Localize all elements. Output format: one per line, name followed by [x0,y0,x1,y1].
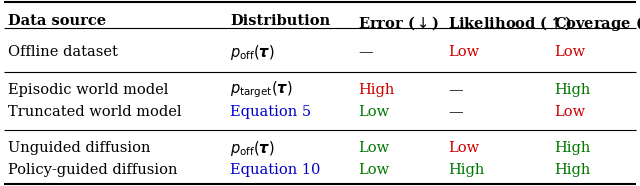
Text: High: High [448,163,484,177]
Text: Low: Low [554,105,585,119]
Text: Error ($\downarrow$): Error ($\downarrow$) [358,14,440,32]
Text: Data source: Data source [8,14,106,28]
Text: $p_\mathrm{off}(\boldsymbol{\tau})$: $p_\mathrm{off}(\boldsymbol{\tau})$ [230,42,275,62]
Text: High: High [358,83,394,97]
Text: Low: Low [358,163,389,177]
Text: Coverage ($\uparrow$): Coverage ($\uparrow$) [554,14,640,33]
Text: Offline dataset: Offline dataset [8,45,118,59]
Text: Low: Low [554,45,585,59]
Text: Low: Low [448,45,479,59]
Text: Low: Low [448,141,479,155]
Text: Equation 5: Equation 5 [230,105,311,119]
Text: Policy-guided diffusion: Policy-guided diffusion [8,163,177,177]
Text: —: — [358,45,372,59]
Text: Low: Low [358,105,389,119]
Text: Equation 10: Equation 10 [230,163,321,177]
Text: $p_\mathrm{off}(\boldsymbol{\tau})$: $p_\mathrm{off}(\boldsymbol{\tau})$ [230,139,275,158]
Text: —: — [448,83,463,97]
Text: Unguided diffusion: Unguided diffusion [8,141,150,155]
Text: High: High [554,163,590,177]
Text: Truncated world model: Truncated world model [8,105,182,119]
Text: High: High [554,83,590,97]
Text: $p_\mathrm{target}(\boldsymbol{\tau})$: $p_\mathrm{target}(\boldsymbol{\tau})$ [230,80,292,100]
Text: —: — [448,105,463,119]
Text: Distribution: Distribution [230,14,330,28]
Text: Low: Low [358,141,389,155]
Text: High: High [554,141,590,155]
Text: Episodic world model: Episodic world model [8,83,168,97]
Text: Likelihood ($\uparrow$): Likelihood ($\uparrow$) [448,14,572,32]
